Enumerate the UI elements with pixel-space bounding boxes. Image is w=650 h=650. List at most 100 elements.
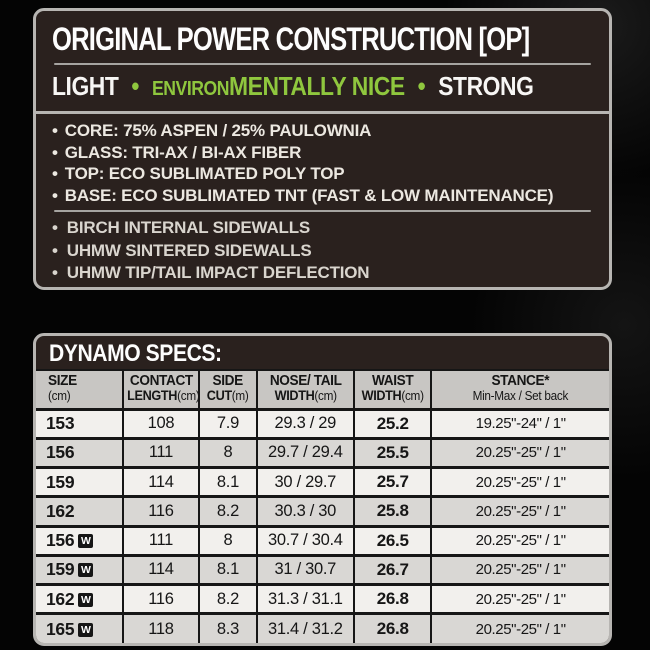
bullet-icon: •: [52, 218, 58, 237]
tagline-environ: ENVIRON: [151, 78, 230, 100]
contact-length-cell: 111: [121, 524, 200, 556]
column-header-contact-length: CONTACT LENGTH(cm): [121, 369, 200, 411]
stance-cell: 20.25"-25" / 1": [430, 612, 609, 643]
contact-length-cell: 114: [121, 553, 200, 585]
nose-tail-cell: 31.4 / 31.2: [255, 612, 354, 643]
divider-full: [36, 111, 609, 114]
wide-badge: W: [78, 592, 94, 607]
column-header-waist-width: WAIST WIDTH(cm): [352, 369, 432, 411]
waist-cell: 25.8: [352, 495, 432, 526]
stance-cell: 20.25"-25" / 1": [430, 495, 609, 526]
stance-cell: 20.25"-25" / 1": [430, 553, 609, 585]
waist-cell: 26.7: [352, 553, 432, 585]
size-cell: 162 W: [36, 582, 123, 614]
feature-text: UHMW TIP/TAIL IMPACT DEFLECTION: [66, 263, 370, 282]
feature-item: • UHMW TIP/TAIL IMPACT DEFLECTION: [52, 262, 593, 285]
table-row: 159 114 8.1 30 / 29.7 25.7 20.25"-25" / …: [36, 465, 609, 497]
side-cut-cell: 8.3: [198, 612, 257, 643]
feature-item: • CORE: 75% ASPEN / 25% PAULOWNIA: [52, 120, 593, 142]
specs-panel: DYNAMO SPECS: SIZE (cm) CONTACT LENGTH(c…: [33, 333, 612, 646]
column-header-side-cut: SIDE CUT(m): [198, 369, 257, 411]
feature-item: • TOP: ECO SUBLIMATED POLY TOP: [52, 163, 593, 185]
bullet-icon: •: [52, 142, 58, 162]
table-row: 153 108 7.9 29.3 / 29 25.2 19.25"-24" / …: [36, 407, 609, 439]
feature-item: • UHMW SINTERED SIDEWALLS: [52, 240, 593, 263]
feature-text: BASE: ECO SUBLIMATED TNT (FAST & LOW MAI…: [64, 185, 554, 205]
stance-cell: 20.25"-25" / 1": [430, 524, 609, 556]
nose-tail-cell: 30.7 / 30.4: [255, 524, 354, 556]
size-cell: 165 W: [36, 612, 123, 643]
side-cut-cell: 8: [198, 436, 257, 468]
size-cell: 159 W: [36, 553, 123, 585]
tagline-strong: STRONG: [438, 71, 534, 101]
stance-cell: 19.25"-24" / 1": [430, 407, 609, 439]
nose-tail-cell: 30 / 29.7: [255, 465, 354, 497]
features-secondary-list: • BIRCH INTERNAL SIDEWALLS • UHMW SINTERED…: [52, 217, 593, 285]
side-cut-cell: 8.2: [198, 582, 257, 614]
contact-length-cell: 114: [121, 465, 200, 497]
stance-cell: 20.25"-25" / 1": [430, 582, 609, 614]
table-header-row: SIZE (cm) CONTACT LENGTH(cm) SIDE CUT(m)…: [36, 369, 609, 411]
bullet-icon: •: [52, 121, 58, 140]
specs-table: SIZE (cm) CONTACT LENGTH(cm) SIDE CUT(m)…: [36, 369, 609, 643]
stance-cell: 20.25"-25" / 1": [430, 465, 609, 497]
nose-tail-cell: 29.7 / 29.4: [255, 436, 354, 468]
side-cut-cell: 8.1: [198, 465, 257, 497]
size-cell: 162: [36, 495, 123, 526]
wide-badge: W: [78, 563, 94, 578]
divider: [54, 210, 591, 212]
column-header-nose-tail-width: NOSE/ TAIL WIDTH(cm): [255, 369, 354, 411]
waist-cell: 26.5: [352, 524, 432, 556]
construction-title-text: ORIGINAL POWER CONSTRUCTION [OP]: [52, 21, 530, 57]
features-primary-list: • CORE: 75% ASPEN / 25% PAULOWNIA • GLASS:…: [52, 120, 593, 206]
stance-cell: 20.25"-25" / 1": [430, 436, 609, 468]
size-cell: 159: [36, 465, 123, 497]
side-cut-cell: 8: [198, 524, 257, 556]
side-cut-cell: 8.1: [198, 553, 257, 585]
column-header-size: SIZE (cm): [36, 369, 123, 411]
specs-title-band: DYNAMO SPECS:: [36, 336, 609, 369]
feature-item: • BIRCH INTERNAL SIDEWALLS: [52, 217, 593, 240]
feature-text: TOP: ECO SUBLIMATED POLY TOP: [64, 164, 345, 183]
feature-item: • BASE: ECO SUBLIMATED TNT (FAST & LOW MA…: [52, 185, 593, 207]
table-row: 159 W 114 8.1 31 / 30.7 26.7 20.25"-25" /…: [36, 553, 609, 585]
feature-text: UHMW SINTERED SIDEWALLS: [66, 240, 312, 260]
tagline-mentally-nice: MENTALLY NICE: [229, 71, 405, 101]
feature-text: BIRCH INTERNAL SIDEWALLS: [66, 218, 311, 237]
contact-length-cell: 111: [121, 436, 200, 468]
specs-title: DYNAMO SPECS:: [49, 340, 222, 367]
side-cut-cell: 8.2: [198, 495, 257, 526]
construction-panel: ORIGINAL POWER CONSTRUCTION [OP] LIGHT •…: [33, 8, 612, 290]
table-row: 156 111 8 29.7 / 29.4 25.5 20.25"-25" / …: [36, 436, 609, 468]
contact-length-cell: 116: [121, 582, 200, 614]
waist-cell: 25.2: [352, 407, 432, 439]
tagline-light: LIGHT: [52, 71, 119, 101]
column-header-stance: STANCE* Min-Max / Set back: [430, 369, 609, 411]
feature-item: • GLASS: TRI-AX / BI-AX FIBER: [52, 142, 593, 164]
contact-length-cell: 116: [121, 495, 200, 526]
tagline-bullet: •: [417, 71, 426, 101]
size-cell: 156 W: [36, 524, 123, 556]
nose-tail-cell: 30.3 / 30: [255, 495, 354, 526]
construction-title: ORIGINAL POWER CONSTRUCTION [OP]: [52, 17, 593, 59]
nose-tail-cell: 31 / 30.7: [255, 553, 354, 585]
waist-cell: 26.8: [352, 582, 432, 614]
wide-badge: W: [78, 534, 94, 549]
bullet-icon: •: [52, 240, 58, 260]
wide-badge: W: [78, 622, 94, 637]
feature-text: GLASS: TRI-AX / BI-AX FIBER: [64, 142, 302, 162]
table-row: 165 W 118 8.3 31.4 / 31.2 26.8 20.25"-25"…: [36, 612, 609, 643]
nose-tail-cell: 29.3 / 29: [255, 407, 354, 439]
tagline: LIGHT • ENVIRONMENTALLY NICE • STRONG: [52, 70, 593, 104]
tagline-bullet: •: [131, 71, 139, 101]
bullet-icon: •: [52, 263, 58, 282]
table-row: 156 W 111 8 30.7 / 30.4 26.5 20.25"-25" /…: [36, 524, 609, 556]
divider: [54, 63, 591, 65]
size-cell: 156: [36, 436, 123, 468]
waist-cell: 26.8: [352, 612, 432, 643]
bullet-icon: •: [52, 164, 58, 183]
size-cell: 153: [36, 407, 123, 439]
contact-length-cell: 108: [121, 407, 200, 439]
side-cut-cell: 7.9: [198, 407, 257, 439]
bullet-icon: •: [52, 185, 58, 205]
